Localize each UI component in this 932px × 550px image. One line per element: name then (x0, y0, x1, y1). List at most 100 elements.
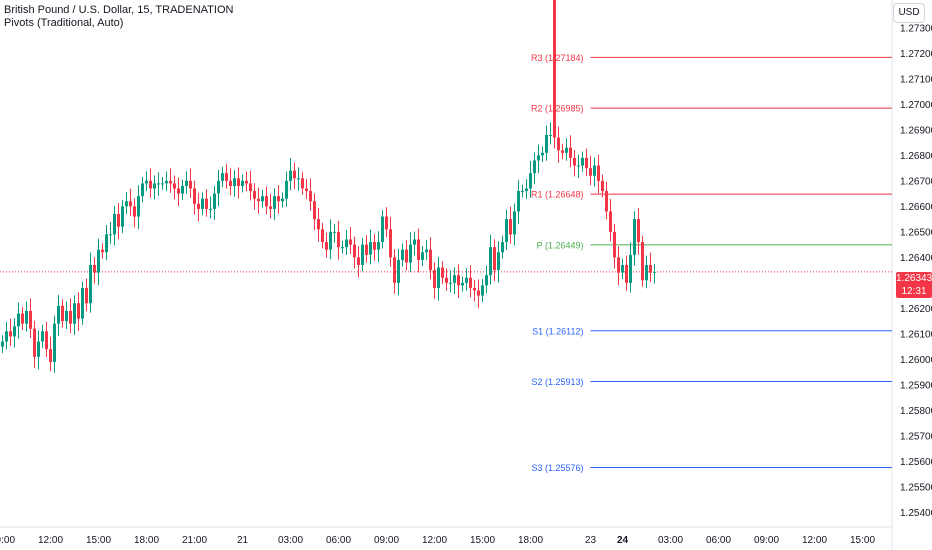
candle-body (249, 183, 252, 192)
candle-body (165, 180, 168, 184)
candle-body (525, 188, 528, 192)
y-tick-label: 1.26100 (900, 329, 932, 340)
candle-body (381, 216, 384, 243)
currency-button[interactable]: USD (893, 3, 925, 23)
candle-body (417, 239, 420, 260)
candle-body (437, 267, 440, 288)
y-tick-label: 1.25800 (900, 406, 932, 417)
y-tick-label: 1.27300 (900, 23, 932, 34)
candle-body (493, 247, 496, 271)
candle-body (449, 282, 452, 284)
candle-body (237, 178, 240, 186)
candle-body (601, 180, 604, 192)
candle-body (229, 180, 232, 186)
candle-body (369, 242, 372, 255)
candle-body (509, 219, 512, 235)
x-tick-label: 03:00 (658, 535, 683, 546)
candle-body (133, 206, 136, 217)
y-tick-label: 1.25700 (900, 431, 932, 442)
candle-body (77, 303, 80, 319)
candle-body (209, 208, 212, 210)
candle-body (185, 180, 188, 186)
candle-body (453, 275, 456, 283)
candle-body (201, 198, 204, 209)
candle-body (33, 328, 36, 357)
candle-body (37, 341, 40, 357)
last-price-tag: 1.26343 12:31 (896, 272, 932, 298)
candle-body (473, 287, 476, 291)
candle-body (561, 150, 564, 153)
candle-body (105, 234, 108, 253)
candle-body (353, 244, 356, 258)
x-tick-label: 15:00 (470, 535, 495, 546)
candle-body (285, 180, 288, 199)
candle-body (73, 303, 76, 324)
x-tick-label: 15:00 (850, 535, 875, 546)
x-tick-label: 12:00 (38, 535, 63, 546)
candle-body (409, 244, 412, 263)
candle-body (125, 201, 128, 207)
candle-body (121, 206, 124, 227)
candle-body (269, 206, 272, 209)
x-tick-label: 09:00 (0, 535, 15, 546)
candle-body (57, 305, 60, 324)
candle-body (289, 170, 292, 181)
candle-body (169, 180, 172, 184)
candle-body (113, 214, 116, 235)
candle-body (81, 287, 84, 319)
pivot-label: S3 (1.25576) (531, 463, 583, 473)
candle-body (513, 211, 516, 235)
candle-body (293, 170, 296, 179)
candle-body (193, 188, 196, 204)
candle-body (89, 265, 92, 304)
x-tick-label: 06:00 (326, 535, 351, 546)
candle-body (317, 219, 320, 230)
candle-body (17, 313, 20, 327)
x-tick-label: 21 (237, 535, 249, 546)
candle-body (565, 147, 568, 153)
candle-body (445, 277, 448, 283)
candle-body (537, 155, 540, 161)
candle-body (161, 183, 164, 185)
x-tick-label: 12:00 (422, 535, 447, 546)
pivot-label: P (1.26449) (537, 240, 584, 250)
candle-body (345, 239, 348, 248)
candle-body (9, 331, 12, 337)
candle-body (333, 231, 336, 233)
candle-body (489, 247, 492, 276)
x-tick-label: 06:00 (706, 535, 731, 546)
candle-body (197, 203, 200, 209)
candle-body (341, 247, 344, 249)
candle-body (45, 331, 48, 350)
y-tick-label: 1.26400 (900, 253, 932, 264)
candle-body (13, 326, 16, 337)
candle-body (469, 277, 472, 288)
candle-body (61, 305, 64, 322)
candle-body (649, 265, 652, 273)
candle-body (589, 168, 592, 176)
candle-body (621, 265, 624, 273)
candle-body (569, 147, 572, 158)
candle-body (593, 165, 596, 176)
candle-body (629, 254, 632, 283)
y-tick-label: 1.25600 (900, 457, 932, 468)
candle-body (145, 180, 148, 184)
candle-body (633, 219, 636, 255)
candle-body (41, 331, 44, 342)
candle-body (461, 282, 464, 286)
y-tick-label: 1.27200 (900, 49, 932, 60)
x-tick-label: 03:00 (278, 535, 303, 546)
candle-body (253, 191, 256, 199)
candle-body (413, 239, 416, 245)
x-tick-label: 21:00 (182, 535, 207, 546)
y-tick-label: 1.26500 (900, 227, 932, 238)
candle-body (361, 244, 364, 265)
candle-body (233, 178, 236, 186)
y-tick-label: 1.26900 (900, 125, 932, 136)
candle-body (241, 180, 244, 186)
candle-body (273, 196, 276, 209)
candle-body (465, 277, 468, 283)
candle-body (189, 180, 192, 189)
chart-legend: British Pound / U.S. Dollar, 15, TRADENA… (4, 4, 233, 30)
